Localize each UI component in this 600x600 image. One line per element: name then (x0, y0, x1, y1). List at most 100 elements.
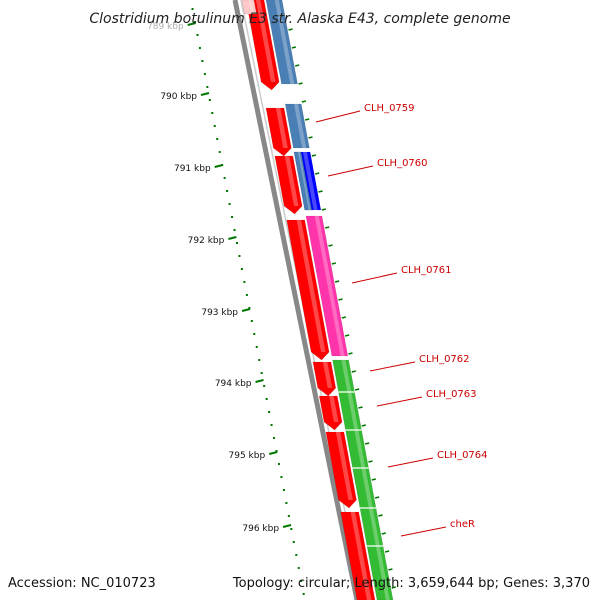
cds-faded-segment-highlight (248, 0, 255, 14)
ruler-dot (245, 294, 248, 296)
ruler-dot (191, 8, 194, 10)
ruler-tick-label: 796 kbp (242, 524, 279, 534)
gc-mark (331, 262, 337, 265)
ruler-dot (265, 398, 268, 400)
gc-mark (391, 586, 396, 589)
gene-leader-line (351, 272, 398, 284)
gc-mark (321, 208, 327, 211)
gc-mark (324, 226, 330, 229)
cog-stripe-blue (293, 151, 313, 211)
cds-arrow-6 (318, 395, 343, 431)
gene-label-layer: CLH_0759 CLH_0760 CLH_0761 CLH_0762 CLH_0763… (315, 103, 488, 537)
ruler-dot (243, 281, 246, 283)
ruler-track: 789 kbp 790 kbp 791 kbp 792 kbp 793 kbp 794 k… (147, 8, 305, 595)
ruler-dot (201, 60, 204, 62)
gc-mark (374, 496, 380, 499)
ruler-tick-label: 792 kbp (188, 236, 225, 246)
cog-segment-1 (265, 0, 298, 85)
gc-mark (334, 280, 340, 283)
ruler-dot (223, 177, 226, 179)
gc-mark (318, 190, 323, 193)
gene-leader-line (315, 110, 361, 123)
gene-leader-line (327, 165, 374, 177)
cds-arrow-2-highlight (275, 108, 288, 148)
cog-segment-4-highlight (314, 216, 345, 356)
ruler-dot (280, 476, 283, 478)
ruler-dot (233, 229, 236, 231)
ruler-dot (300, 580, 303, 582)
gene-label: cheR (450, 519, 475, 530)
gene-label: CLH_0761 (401, 265, 452, 276)
gene-leader-line (400, 526, 447, 537)
ruler-dot (231, 216, 234, 218)
cds-arrow-8-highlight (350, 512, 372, 600)
cds-arrow-8 (340, 511, 376, 600)
ruler-dot (273, 437, 276, 439)
ruler-dot (193, 21, 196, 23)
ruler-dot (203, 73, 206, 75)
ruler-dot (196, 34, 199, 36)
gc-mark (338, 298, 343, 301)
ruler-dot (248, 307, 251, 309)
cds-arrow-4 (286, 219, 330, 361)
genome-summary-text: Topology: circular; Length: 3,659,644 bp… (232, 576, 590, 591)
ruler-tick-label: 794 kbp (215, 379, 252, 389)
gc-mark (354, 388, 360, 391)
gc-mark (368, 460, 373, 463)
feature-track (241, 0, 396, 600)
ruler-dot (275, 450, 278, 452)
ruler-dot (287, 515, 290, 517)
ruler-dot (292, 541, 295, 543)
gene-leader-line (369, 361, 416, 372)
gc-mark (344, 334, 350, 337)
map-title: Clostridium botulinum E3 str. Alaska E43… (89, 11, 510, 27)
gc-mark (381, 532, 386, 535)
gc-mark (378, 514, 383, 517)
cds-arrow-1 (245, 0, 280, 91)
gene-leader-line (387, 457, 434, 468)
ruler-dot (268, 411, 271, 413)
ruler-dot (226, 190, 229, 192)
ruler-dot (235, 242, 238, 244)
gc-mark (328, 244, 333, 247)
gc-mark (301, 100, 307, 103)
backbone-line (232, 0, 360, 600)
gc-mark (314, 172, 320, 175)
cds-arrow-3 (274, 155, 303, 215)
ruler-dot (277, 463, 280, 465)
cog-stripe-blue-highlight (297, 152, 311, 210)
ruler-tick-label: 791 kbp (174, 164, 211, 174)
ruler-dot (285, 502, 288, 504)
gc-mark (358, 406, 363, 409)
ruler-tick-label: 790 kbp (160, 92, 197, 102)
cds-faded-segment (241, 0, 257, 15)
gc-mark (305, 118, 310, 121)
ruler-dot (208, 99, 211, 101)
gc-mark (291, 46, 297, 49)
gene-label: CLH_0760 (377, 158, 428, 169)
ruler-tick (200, 92, 210, 96)
ruler-dot (253, 333, 256, 335)
gc-mark (388, 568, 393, 571)
gc-mark (364, 442, 370, 445)
gene-label: CLH_0764 (437, 450, 488, 461)
cds-arrow-4-highlight (296, 220, 326, 352)
gc-mark (341, 316, 347, 319)
ruler-dot (206, 86, 209, 88)
ruler-tick (282, 524, 292, 528)
ruler-dot (228, 203, 231, 205)
cog-segment-3-highlight (302, 152, 318, 210)
ruler-tick (187, 22, 196, 26)
cds-arrow-1-highlight (255, 0, 276, 82)
gc-mark (295, 64, 300, 67)
ruler-tick-label: 789 kbp (147, 22, 184, 32)
ruler-dot (211, 112, 214, 114)
ruler-tick (241, 308, 251, 312)
cog-segment-1-highlight (274, 0, 295, 84)
accession-text: Accession: NC_010723 (8, 576, 156, 591)
gene-leader-line (376, 396, 423, 407)
ruler-dot (263, 385, 266, 387)
ruler-dot (258, 359, 261, 361)
cds-arrow-7-highlight (335, 432, 353, 500)
cds-arrow-5 (312, 361, 337, 397)
